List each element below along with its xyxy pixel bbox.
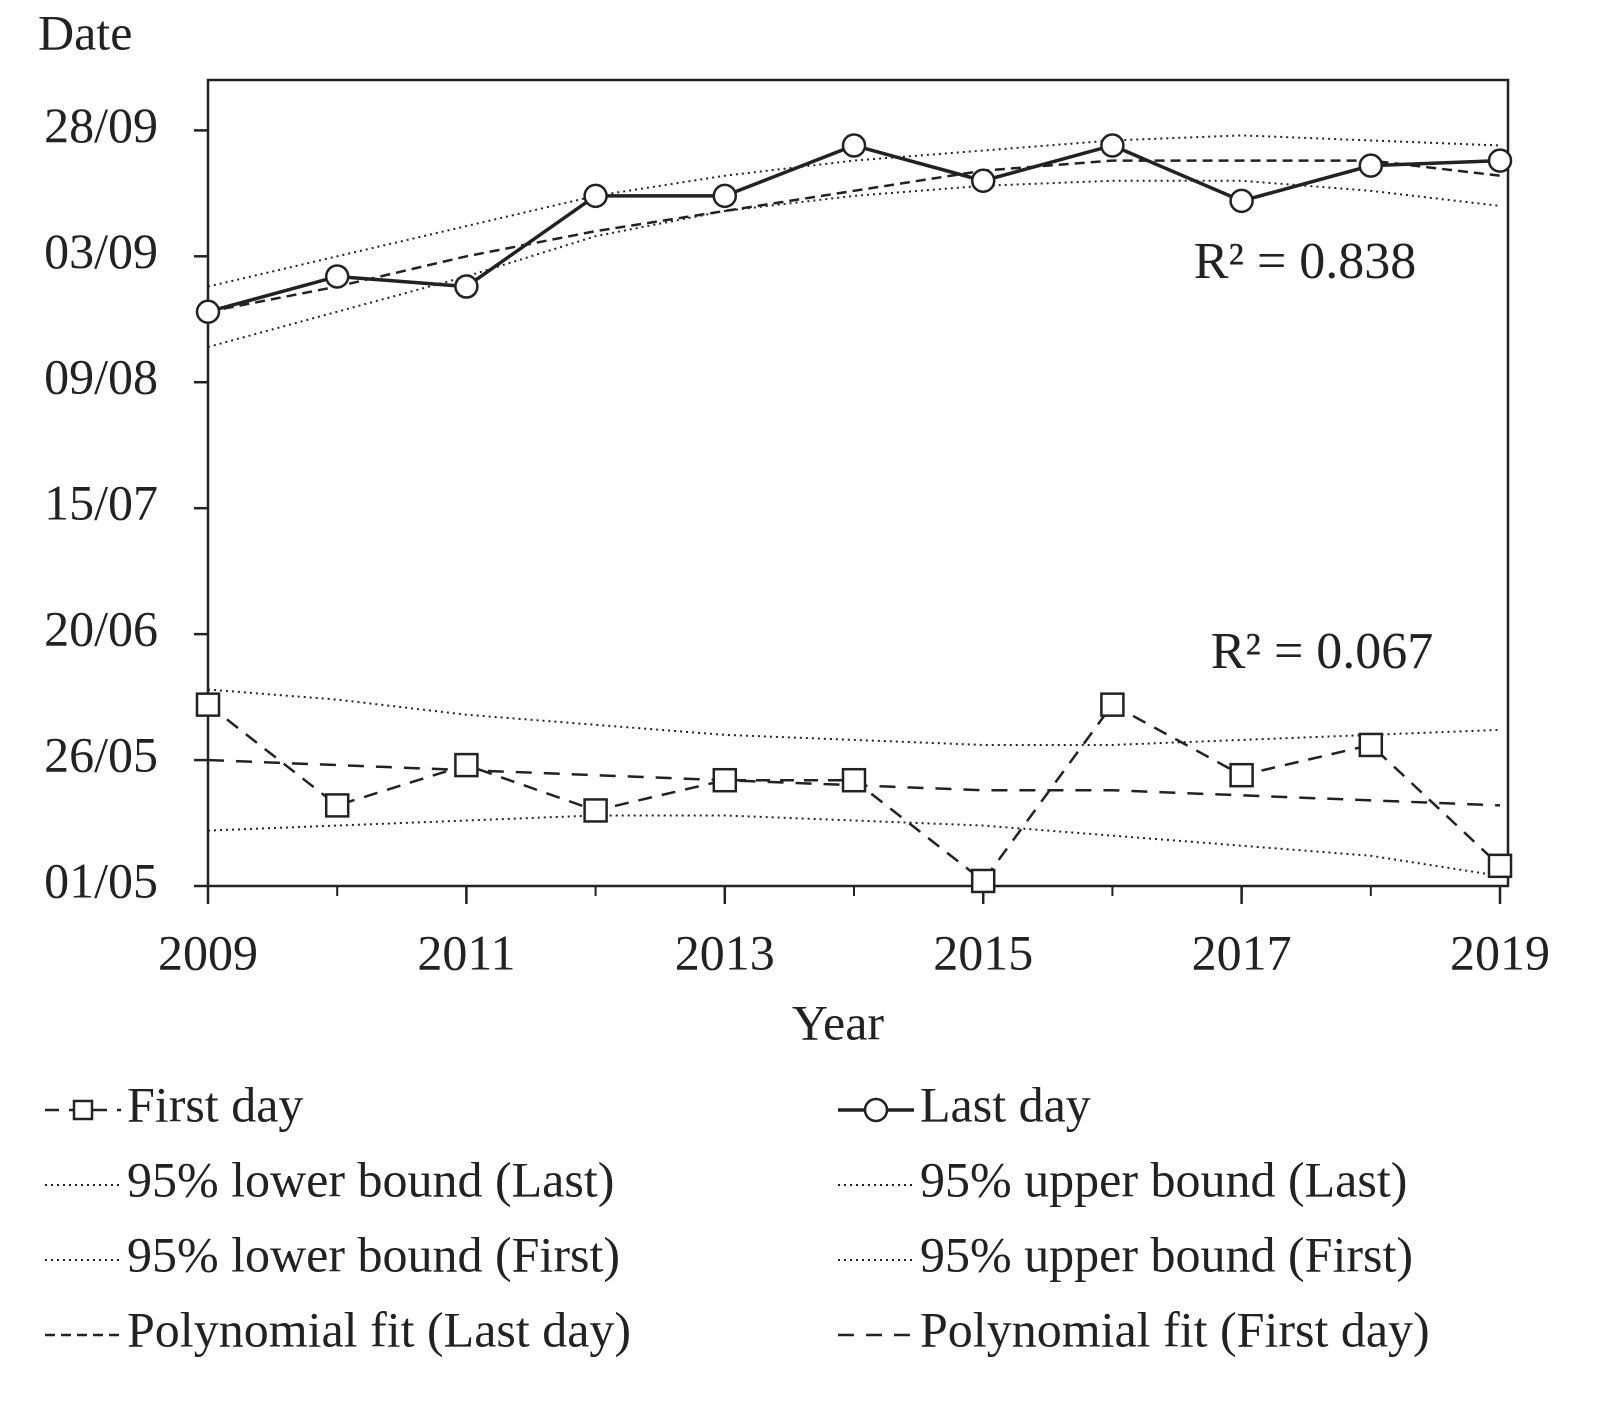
y-tick-label: 03/09 xyxy=(44,223,158,279)
x-tick-label: 2009 xyxy=(158,924,258,980)
legend-item: First day xyxy=(45,1076,303,1132)
point-marker xyxy=(970,168,996,193)
x-axis-title: Year xyxy=(792,994,884,1050)
legend-item: 95% upper bound (First) xyxy=(838,1226,1413,1282)
series-line xyxy=(207,159,1501,313)
x-tick-label: 2011 xyxy=(417,924,515,980)
point-marker xyxy=(583,183,608,209)
point-marker xyxy=(1229,762,1254,788)
point-marker xyxy=(1229,188,1254,214)
legend-item: Polynomial fit (First day) xyxy=(838,1301,1430,1357)
y-axis-title: Date xyxy=(38,4,132,60)
x-tick-label: 2019 xyxy=(1450,924,1550,980)
legend-label: 95% lower bound (First) xyxy=(127,1226,620,1282)
series-line xyxy=(207,179,1501,348)
point-marker xyxy=(841,767,867,793)
x-tick-label: 2017 xyxy=(1192,924,1292,980)
point-marker xyxy=(1487,853,1513,879)
legend-item: Last day xyxy=(838,1076,1091,1132)
point-marker xyxy=(195,692,221,717)
legend-label: 95% upper bound (Last) xyxy=(920,1151,1407,1207)
point-marker xyxy=(324,793,350,818)
series-line xyxy=(207,688,1501,746)
point-marker xyxy=(841,133,867,158)
series-line xyxy=(207,703,1501,883)
x-tick-label: 2015 xyxy=(933,924,1033,980)
point-marker xyxy=(583,798,608,823)
legend-label: Last day xyxy=(920,1076,1091,1132)
point-marker xyxy=(1358,153,1384,178)
legend-label: Polynomial fit (First day) xyxy=(920,1301,1430,1357)
point-marker xyxy=(454,274,479,299)
legend-item: 95% lower bound (Last) xyxy=(45,1151,614,1207)
legend-marker xyxy=(863,1097,889,1123)
point-marker xyxy=(712,767,738,793)
y-tick-label: 28/09 xyxy=(44,97,158,153)
y-tick-label: 09/08 xyxy=(44,349,158,405)
y-tick-label: 20/06 xyxy=(44,601,158,657)
point-marker xyxy=(970,868,996,894)
point-marker xyxy=(454,752,479,778)
legend-item: 95% upper bound (Last) xyxy=(838,1151,1407,1207)
point-marker xyxy=(712,183,738,209)
point-marker xyxy=(324,264,350,289)
legend-label: 95% upper bound (First) xyxy=(920,1226,1413,1282)
y-tick-label: 15/07 xyxy=(44,475,158,531)
series-line xyxy=(207,814,1501,877)
legend-marker xyxy=(72,1099,94,1121)
legend-item: Polynomial fit (Last day) xyxy=(45,1301,631,1357)
point-marker xyxy=(1487,148,1513,173)
y-tick-label: 26/05 xyxy=(44,727,158,783)
legend-label: Polynomial fit (Last day) xyxy=(127,1301,631,1357)
point-marker xyxy=(1358,732,1384,758)
point-marker xyxy=(1100,692,1125,717)
point-marker xyxy=(1100,133,1125,158)
legend-item: 95% lower bound (First) xyxy=(45,1226,620,1282)
legend-label: First day xyxy=(127,1076,303,1132)
y-tick-label: 01/05 xyxy=(44,852,158,908)
annotation: R² = 0.067 xyxy=(1211,623,1434,680)
point-marker xyxy=(195,299,221,324)
annotation: R² = 0.838 xyxy=(1194,233,1417,290)
plot-frame xyxy=(206,78,1510,888)
legend-label: 95% lower bound (Last) xyxy=(127,1151,614,1207)
x-tick-label: 2013 xyxy=(675,924,775,980)
